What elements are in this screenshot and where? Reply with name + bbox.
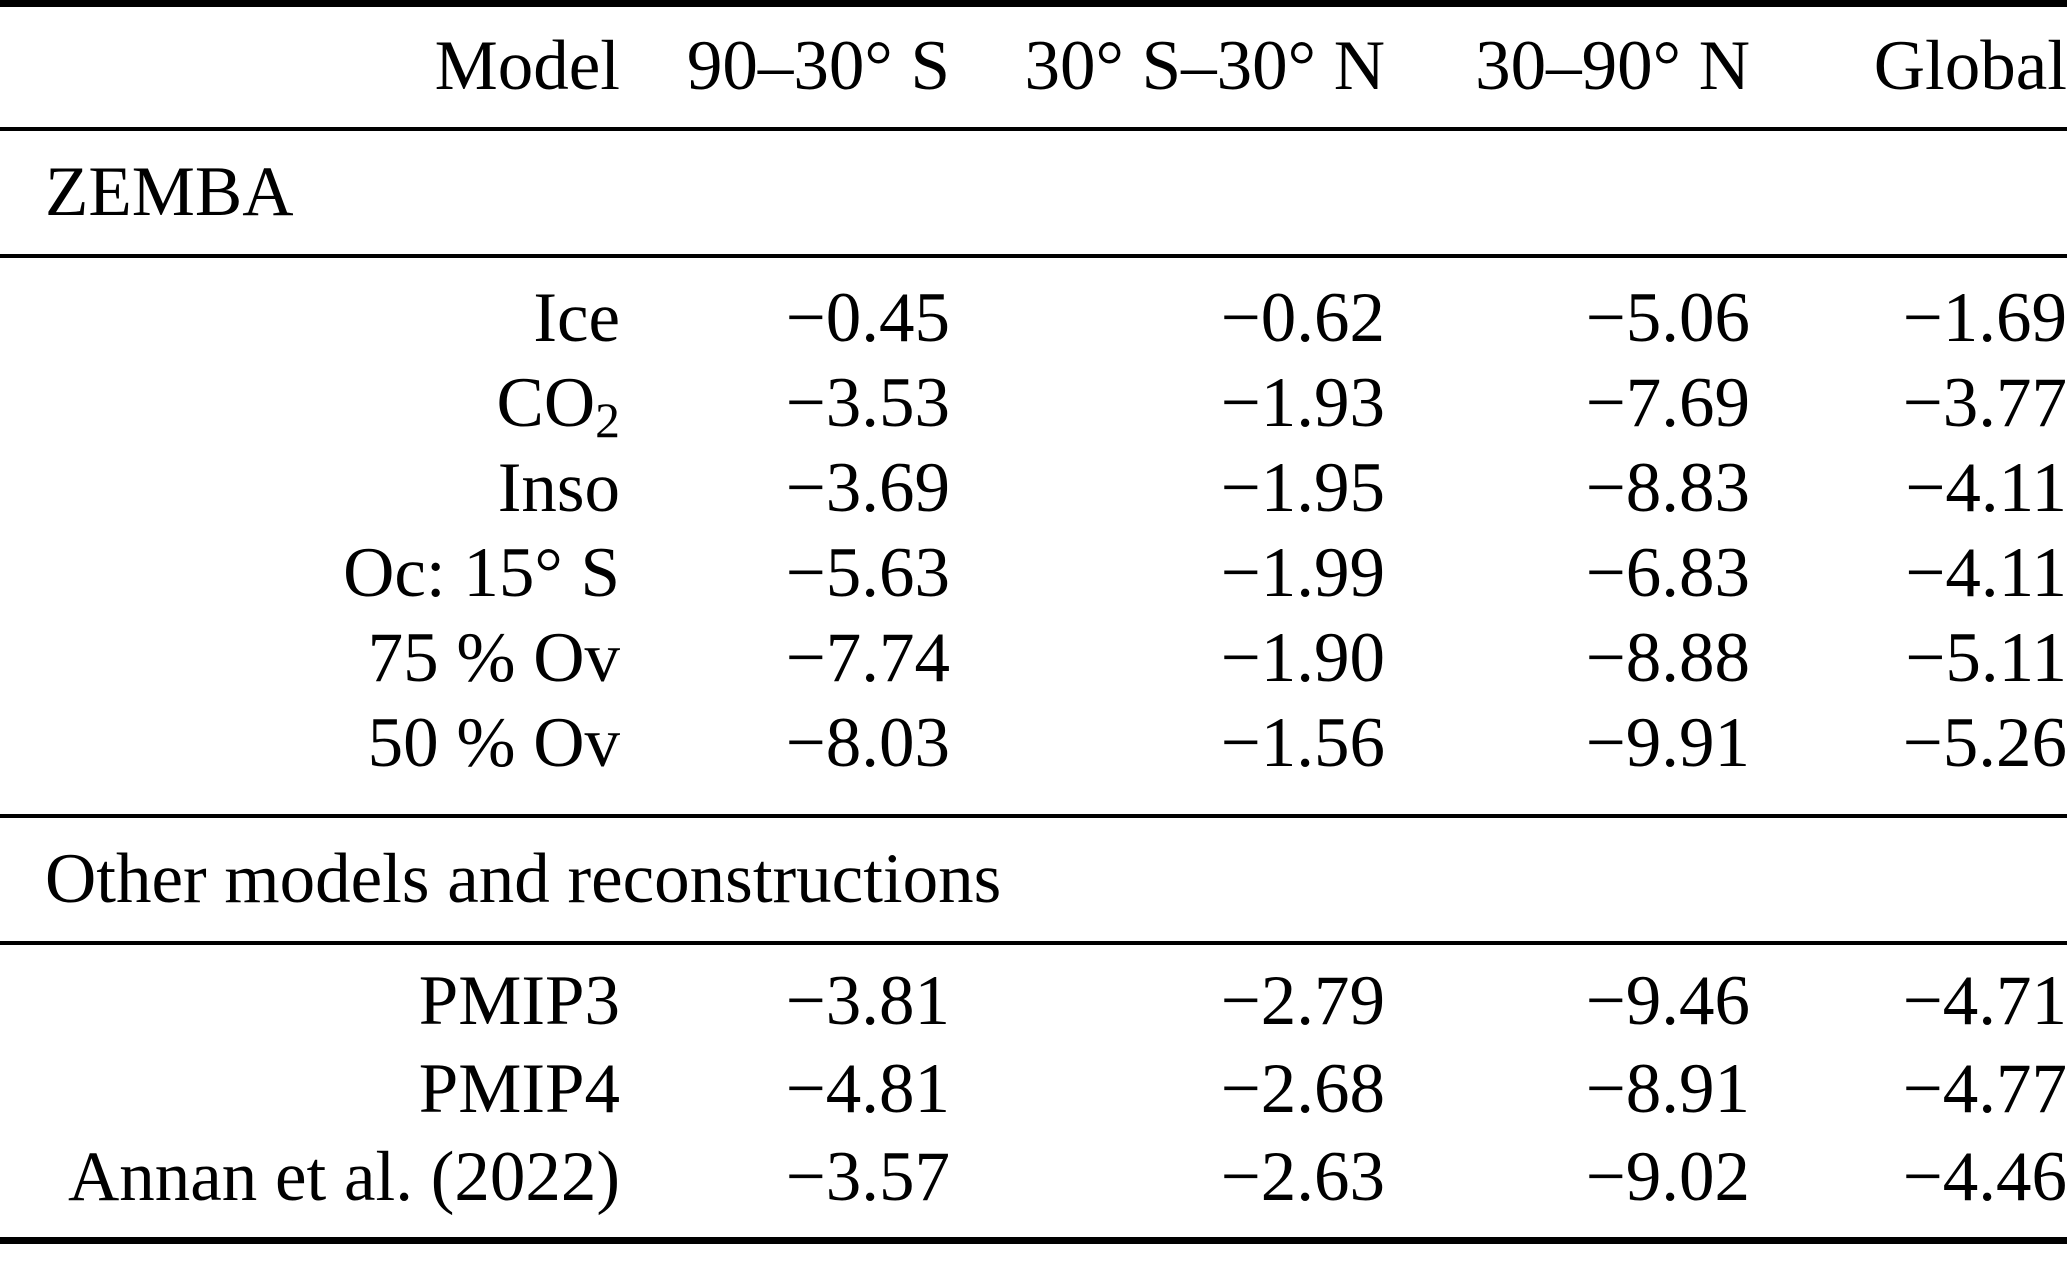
- table-row-oc-15s: Oc: 15° S −5.63 −1.99 −6.83 −4.11: [0, 531, 2067, 616]
- cell-value: −3.69: [785, 448, 950, 527]
- column-header-30-90n: 30–90° N: [1475, 27, 1750, 106]
- cell-value: −3.81: [785, 961, 950, 1040]
- cell-value: −4.71: [1902, 961, 2067, 1040]
- row-label: CO2: [0, 361, 620, 446]
- cell-value: −8.91: [1585, 1049, 1750, 1128]
- cell-value: −8.83: [1585, 448, 1750, 527]
- row-label: 75 % Ov: [367, 618, 620, 697]
- table-header-row: Model 90–30° S 30° S–30° N 30–90° N Glob…: [0, 4, 2067, 129]
- section-row-zemba: ZEMBA: [0, 129, 2067, 256]
- cell-value: −5.26: [1902, 703, 2067, 782]
- cell-value: −9.91: [1585, 703, 1750, 782]
- cell-value: −5.06: [1585, 278, 1750, 357]
- subscript-2: 2: [595, 392, 620, 448]
- table-row-inso: Inso −3.69 −1.95 −8.83 −4.11: [0, 446, 2067, 531]
- cell-value: −6.83: [1585, 533, 1750, 612]
- row-label: Annan et al. (2022): [67, 1137, 620, 1216]
- cell-value: −1.56: [1220, 703, 1385, 782]
- cell-value: −0.45: [785, 278, 950, 357]
- table-row-75-ov: 75 % Ov −7.74 −1.90 −8.88 −5.11: [0, 616, 2067, 701]
- row-label: PMIP3: [418, 961, 620, 1040]
- section-title-zemba: ZEMBA: [45, 152, 294, 231]
- cell-value: −5.11: [1905, 618, 2067, 697]
- cell-value: −2.63: [1220, 1137, 1385, 1216]
- row-label: Oc: 15° S: [343, 533, 620, 612]
- cell-value: −9.46: [1585, 961, 1750, 1040]
- column-header-90-30s: 90–30° S: [686, 27, 950, 106]
- cell-value: −7.74: [785, 618, 950, 697]
- cell-value: −2.68: [1220, 1049, 1385, 1128]
- cell-value: −7.69: [1585, 363, 1750, 442]
- cell-value: −4.11: [1905, 533, 2067, 612]
- table-row-annan-2022: Annan et al. (2022) −3.57 −2.63 −9.02 −4…: [0, 1133, 2067, 1241]
- row-label: 50 % Ov: [367, 703, 620, 782]
- cell-value: −1.93: [1220, 363, 1385, 442]
- cell-value: −9.02: [1585, 1137, 1750, 1216]
- cell-value: −1.69: [1902, 278, 2067, 357]
- cell-value: −4.46: [1902, 1137, 2067, 1216]
- row-label: Ice: [533, 278, 620, 357]
- table-row-pmip4: PMIP4 −4.81 −2.68 −8.91 −4.77: [0, 1045, 2067, 1133]
- cell-value: −3.57: [785, 1137, 950, 1216]
- cell-value: −3.53: [785, 363, 950, 442]
- cell-value: −5.63: [785, 533, 950, 612]
- cell-value: −8.88: [1585, 618, 1750, 697]
- row-label: PMIP4: [418, 1049, 620, 1128]
- column-header-model: Model: [434, 27, 620, 106]
- column-header-global: Global: [1873, 27, 2067, 106]
- cell-value: −3.77: [1902, 363, 2067, 442]
- row-label-text: CO: [496, 363, 596, 442]
- cell-value: −1.99: [1220, 533, 1385, 612]
- cell-value: −0.62: [1220, 278, 1385, 357]
- section-title-other-models: Other models and reconstructions: [45, 839, 1002, 918]
- table-row-co2: CO2 −3.53 −1.93 −7.69 −3.77: [0, 361, 2067, 446]
- cell-value: −8.03: [785, 703, 950, 782]
- cell-value: −4.77: [1902, 1049, 2067, 1128]
- table-row-ice: Ice −0.45 −0.62 −5.06 −1.69: [0, 256, 2067, 361]
- cell-value: −4.81: [785, 1049, 950, 1128]
- table-row-50-ov: 50 % Ov −8.03 −1.56 −9.91 −5.26: [0, 701, 2067, 816]
- cell-value: −4.11: [1905, 448, 2067, 527]
- section-row-other-models: Other models and reconstructions: [0, 816, 2067, 943]
- cell-value: −2.79: [1220, 961, 1385, 1040]
- cell-value: −1.95: [1220, 448, 1385, 527]
- cell-value: −1.90: [1220, 618, 1385, 697]
- table-row-pmip3: PMIP3 −3.81 −2.79 −9.46 −4.71: [0, 943, 2067, 1045]
- row-label: Inso: [497, 448, 620, 527]
- column-header-30s-30n: 30° S–30° N: [1024, 27, 1385, 106]
